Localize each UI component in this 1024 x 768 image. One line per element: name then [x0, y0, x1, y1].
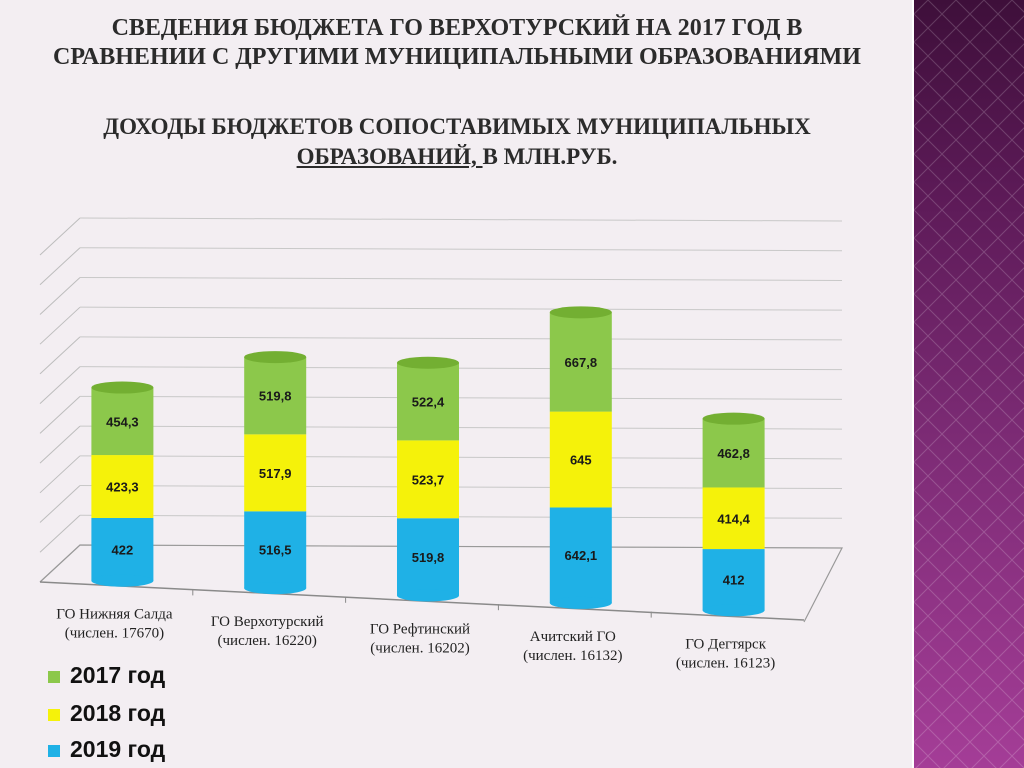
subtitle-underlined-part: ОБРАЗОВАНИЙ, [296, 144, 483, 169]
grid-line-side [39, 277, 81, 315]
grid-line-side [39, 485, 81, 523]
category-label: (числен. 17670) [65, 626, 164, 642]
bar-segment-2018-год-0 [91, 455, 154, 518]
subtitle-line2: ОБРАЗОВАНИЙ, В МЛН.РУБ. [0, 142, 914, 172]
legend-swatch-2017 [48, 670, 60, 683]
category-label: ГО Рефтинский [370, 622, 470, 638]
decorative-side-stripe [914, 0, 1024, 768]
data-label: 667,8 [565, 355, 598, 370]
data-label: 423,3 [106, 480, 139, 495]
grid-line [79, 247, 843, 252]
bar-segment-2017-год-1 [244, 357, 307, 435]
legend-swatch-2019 [48, 744, 60, 757]
grid-line-side [39, 247, 81, 286]
data-label: 522,4 [412, 395, 445, 410]
grid-line [79, 366, 843, 371]
stacked-cylinder-chart: 422 423,3 454,3 ГО Нижняя Салда (числен. 176… [39, 217, 843, 671]
grid-line-side [39, 395, 81, 434]
legend-item-2017: 2017 год [48, 662, 165, 689]
bar-segment-2019-год-3 [549, 507, 612, 603]
bar-segment-2018-год-4 [702, 487, 765, 550]
grid-line-side [39, 217, 81, 256]
grid-line-side [39, 336, 81, 375]
legend-label-2017: 2017 год [70, 662, 166, 688]
bar-segment-2018-год-2 [397, 440, 459, 519]
grid-line-side [39, 306, 81, 345]
bar-top-cap [91, 381, 154, 394]
bar-base-cap [397, 589, 459, 602]
subtitle-rest-part: В МЛН.РУБ. [482, 144, 618, 169]
legend-item-2018: 2018 год [48, 700, 165, 727]
chart-title-line2: СРАВНЕНИИ С ДРУГИМИ МУНИЦИПАЛЬНЫМИ ОБРАЗ… [53, 44, 861, 70]
chart-floor [39, 544, 843, 623]
category-label: ГО Дегтярск [685, 636, 767, 652]
data-label: 454,3 [106, 414, 139, 429]
grid-line-side [39, 366, 81, 405]
data-label: 519,8 [412, 550, 445, 565]
chart-title-line1: СВЕДЕНИЯ БЮДЖЕТА ГО ВЕРХОТУРСКИЙ НА 2017… [111, 15, 803, 41]
subtitle-line1: ДОХОДЫ БЮДЖЕТОВ СОПОСТАВИМЫХ МУНИЦИПАЛЬН… [103, 114, 811, 139]
chart-subtitle: ДОХОДЫ БЮДЖЕТОВ СОПОСТАВИМЫХ МУНИЦИПАЛЬН… [0, 112, 914, 172]
grid-line-side [39, 514, 81, 553]
bar-segment-2018-год-1 [244, 434, 307, 512]
category-label: (числен. 16132) [523, 648, 622, 664]
grid-line [79, 217, 843, 222]
grid-line-side [39, 425, 81, 464]
grid-line-side [39, 455, 81, 494]
bar-segment-2019-год-0 [91, 517, 154, 581]
grid-line [79, 276, 843, 281]
grid-line [79, 336, 843, 341]
data-label: 414,4 [717, 511, 750, 526]
category-label: (числен. 16220) [218, 633, 317, 649]
bar-segment-2017-год-4 [702, 418, 765, 488]
legend-item-2019: 2019 год [48, 736, 165, 763]
data-label: 462,8 [717, 446, 750, 461]
category-label: Ачитский ГО [530, 629, 616, 645]
bar-segment-2019-год-1 [244, 511, 307, 589]
data-label: 523,7 [412, 472, 445, 487]
bar-base-cap [549, 596, 612, 609]
bar-segment-2018-год-3 [549, 411, 612, 508]
bar-top-cap [702, 412, 765, 425]
bar-segment-2017-год-2 [397, 362, 459, 441]
bar-top-cap [397, 356, 459, 369]
bar-segment-2017-год-0 [91, 387, 154, 456]
legend-label-2018: 2018 год [70, 700, 166, 726]
bar-base-cap [244, 582, 307, 595]
data-label: 516,5 [259, 543, 292, 558]
bar-segment-2017-год-3 [549, 312, 612, 412]
bar-top-cap [244, 351, 307, 364]
data-label: 412 [723, 573, 745, 588]
data-label: 422 [112, 542, 134, 557]
data-label: 519,8 [259, 389, 292, 404]
category-label: (числен. 16123) [676, 655, 775, 671]
grid-line [79, 306, 843, 311]
data-label: 517,9 [259, 466, 292, 481]
data-label: 645 [570, 453, 592, 468]
bar-base-cap [702, 604, 765, 617]
grid-line [79, 395, 843, 400]
bar-segment-2019-год-4 [702, 549, 765, 611]
data-label: 642,1 [565, 548, 598, 563]
legend-label-2019: 2019 год [70, 736, 166, 762]
category-label: (числен. 16202) [370, 641, 469, 657]
category-label: ГО Нижняя Салда [56, 607, 173, 623]
category-label: ГО Верхотурский [211, 614, 324, 630]
diamond-pattern [914, 0, 1024, 768]
stripe-divider [912, 0, 914, 768]
bar-top-cap [549, 306, 612, 319]
bar-base-cap [91, 574, 154, 587]
legend-swatch-2018 [48, 708, 60, 721]
bar-segment-2019-год-2 [397, 518, 459, 596]
